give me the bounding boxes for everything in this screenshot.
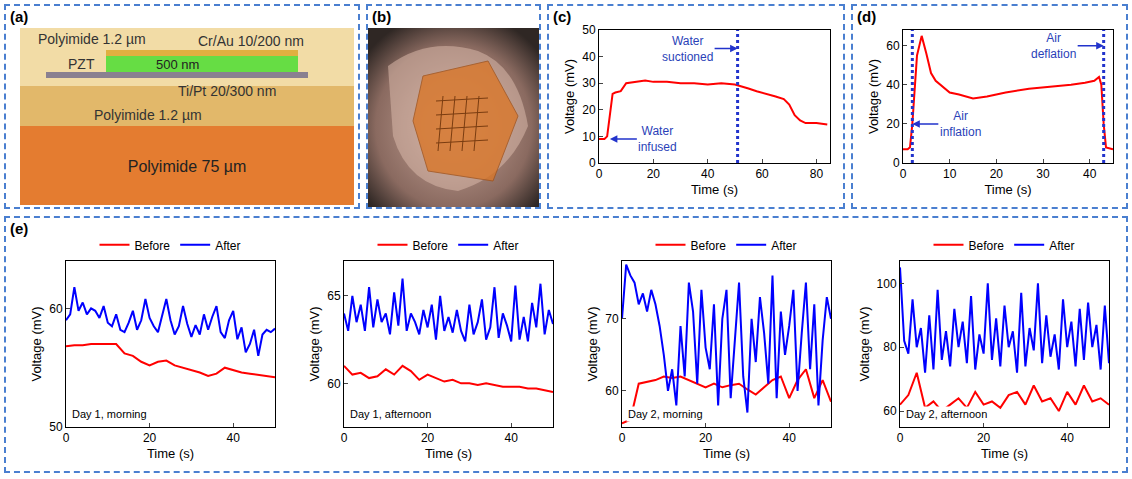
svg-text:10: 10 (582, 130, 596, 144)
svg-text:Airdeflation: Airdeflation (1031, 31, 1076, 61)
html-text:(d): (d) (857, 8, 877, 25)
svg-text:Before: Before (135, 239, 171, 253)
svg-text:Voltage (mV): Voltage (mV) (866, 59, 881, 134)
svg-text:Polyimide 1.2 µm: Polyimide 1.2 µm (38, 31, 146, 47)
svg-text:After: After (1049, 239, 1074, 253)
svg-text:20: 20 (143, 431, 157, 445)
svg-text:0: 0 (63, 431, 70, 445)
svg-text:20: 20 (582, 103, 596, 117)
svg-text:40: 40 (1061, 431, 1075, 445)
svg-text:After: After (493, 239, 518, 253)
svg-text:Before: Before (413, 239, 449, 253)
svg-text:30: 30 (582, 76, 596, 90)
svg-text:PZT: PZT (68, 56, 95, 72)
svg-text:0: 0 (589, 156, 596, 170)
svg-text:Watersuctioned: Watersuctioned (662, 34, 713, 64)
svg-text:Voltage (mV): Voltage (mV) (307, 306, 322, 381)
svg-text:Day 2, morning: Day 2, morning (628, 408, 703, 420)
svg-text:Waterinfused: Waterinfused (638, 124, 677, 154)
svg-text:20: 20 (977, 431, 991, 445)
svg-text:Airinflation: Airinflation (940, 109, 981, 139)
svg-text:500 nm: 500 nm (156, 57, 199, 72)
svg-text:Time (s): Time (s) (691, 182, 738, 197)
svg-text:Time (s): Time (s) (425, 446, 472, 461)
svg-text:40: 40 (1083, 167, 1097, 181)
svg-text:Time (s): Time (s) (147, 446, 194, 461)
svg-text:70: 70 (605, 312, 619, 326)
svg-text:Before: Before (691, 239, 727, 253)
svg-text:40: 40 (886, 78, 900, 92)
svg-text:Time (s): Time (s) (981, 446, 1028, 461)
svg-text:0: 0 (619, 431, 626, 445)
svg-text:80: 80 (810, 167, 824, 181)
svg-text:65: 65 (327, 289, 341, 303)
svg-text:40: 40 (505, 431, 519, 445)
svg-text:30: 30 (1036, 167, 1050, 181)
svg-text:60: 60 (605, 384, 619, 398)
svg-text:Voltage (mV): Voltage (mV) (585, 306, 600, 381)
svg-text:Voltage (mV): Voltage (mV) (562, 59, 577, 134)
svg-text:Time (s): Time (s) (703, 446, 750, 461)
svg-text:After: After (215, 239, 240, 253)
svg-text:40: 40 (582, 50, 596, 64)
html-text:(e): (e) (10, 220, 29, 237)
svg-text:20: 20 (886, 117, 900, 131)
svg-text:10: 10 (943, 167, 957, 181)
svg-text:20: 20 (647, 167, 661, 181)
svg-text:50: 50 (49, 420, 63, 434)
svg-text:0: 0 (341, 431, 348, 445)
svg-text:40: 40 (701, 167, 715, 181)
svg-text:0: 0 (596, 167, 603, 181)
svg-text:20: 20 (421, 431, 435, 445)
svg-text:20: 20 (699, 431, 713, 445)
svg-text:100: 100 (877, 277, 897, 291)
svg-text:50: 50 (582, 23, 596, 37)
svg-text:80: 80 (883, 340, 897, 354)
svg-text:Voltage (mV): Voltage (mV) (29, 306, 44, 381)
svg-text:Day 2, afternoon: Day 2, afternoon (906, 408, 987, 420)
svg-text:0: 0 (897, 431, 904, 445)
svg-text:Before: Before (969, 239, 1005, 253)
html-text:(b): (b) (372, 8, 392, 25)
html-text:(a): (a) (10, 8, 29, 25)
svg-text:40: 40 (227, 431, 241, 445)
svg-text:60: 60 (49, 302, 63, 316)
svg-text:Polyimide 1.2 µm: Polyimide 1.2 µm (94, 107, 202, 123)
svg-text:Voltage (mV): Voltage (mV) (857, 306, 872, 381)
html-text:(c): (c) (553, 8, 572, 25)
svg-text:Ti/Pt 20/300 nm: Ti/Pt 20/300 nm (178, 83, 276, 99)
svg-text:20: 20 (990, 167, 1004, 181)
svg-text:60: 60 (755, 167, 769, 181)
svg-text:After: After (771, 239, 796, 253)
svg-text:60: 60 (327, 377, 341, 391)
svg-text:40: 40 (783, 431, 797, 445)
svg-text:60: 60 (886, 39, 900, 53)
svg-text:60: 60 (883, 404, 897, 418)
svg-text:Day 1, afternoon: Day 1, afternoon (350, 408, 431, 420)
svg-text:0: 0 (900, 167, 907, 181)
svg-text:Time (s): Time (s) (984, 182, 1031, 197)
svg-text:Cr/Au 10/200 nm: Cr/Au 10/200 nm (198, 33, 304, 49)
svg-text:0: 0 (893, 156, 900, 170)
svg-text:Day 1, morning: Day 1, morning (72, 408, 147, 420)
svg-text:Polyimide 75 µm: Polyimide 75 µm (128, 158, 247, 175)
